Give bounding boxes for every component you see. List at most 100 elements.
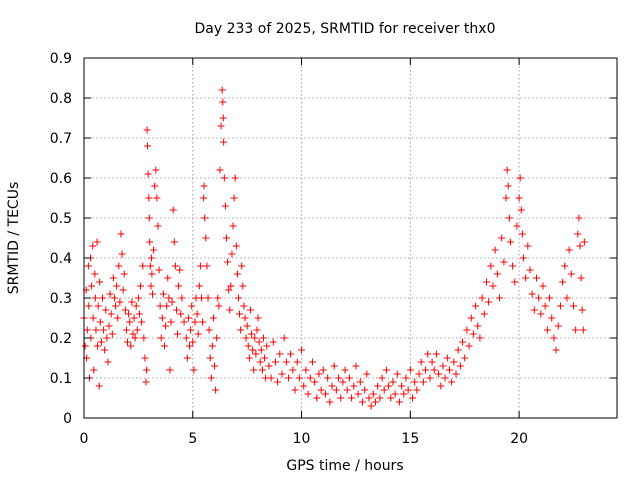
data-point [143,366,151,374]
data-point [350,382,358,390]
data-point [226,306,234,314]
data-point [579,326,587,334]
data-point [216,166,224,174]
data-point [369,390,377,398]
data-point [100,326,108,334]
data-point [249,346,257,354]
data-point [117,230,125,238]
data-point [172,306,180,314]
data-point [200,194,208,202]
data-point [578,306,586,314]
data-point [265,362,273,370]
data-point [94,302,102,310]
data-point [530,306,538,314]
data-point [284,374,292,382]
data-point [116,298,124,306]
data-point [380,386,388,394]
data-point [509,262,517,270]
data-point [354,390,362,398]
data-point [575,214,583,222]
data-point [89,314,97,322]
data-point [200,182,208,190]
data-point [189,338,197,346]
data-point [127,342,135,350]
data-point [230,194,238,202]
data-point [554,322,562,330]
data-point [417,358,425,366]
data-point [113,282,121,290]
data-point [224,258,232,266]
data-point [130,314,138,322]
data-point [103,334,111,342]
data-point [174,330,182,338]
data-point [515,194,523,202]
data-point [162,322,170,330]
data-point [267,374,275,382]
y-tick-label: 0.2 [50,331,72,347]
data-point [365,394,373,402]
data-point [149,290,157,298]
data-point [358,398,366,406]
axis-ticks [83,57,617,419]
data-point [398,382,406,390]
data-point [121,306,129,314]
data-point [326,398,334,406]
data-point [187,326,195,334]
data-point [169,206,177,214]
data-point [177,310,185,318]
data-point [465,342,473,350]
data-point [413,386,421,394]
data-point [157,334,165,342]
data-point [146,238,154,246]
data-point [203,262,211,270]
data-point [328,382,336,390]
data-point [478,294,486,302]
data-point [450,358,458,366]
data-point [237,326,245,334]
data-point [513,222,521,230]
data-point [245,354,253,362]
data-point [145,194,153,202]
data-point [511,278,519,286]
data-point [195,282,203,290]
data-point [274,378,282,386]
data-point [89,242,97,250]
data-point [97,338,105,346]
data-point [155,266,163,274]
data-point [505,214,513,222]
data-point [236,310,244,318]
data-point [131,334,139,342]
data-point [142,378,150,386]
data-point [231,174,239,182]
data-point [569,302,577,310]
x-axis-label: GPS time / hours [286,458,403,474]
data-point [406,366,414,374]
data-point [158,314,166,322]
data-point [402,374,410,382]
data-point [430,366,438,374]
data-point [426,374,434,382]
data-point [463,326,471,334]
data-point [341,366,349,374]
data-point [577,274,585,282]
y-axis-label: SRMTID / TECUs [6,182,22,295]
data-point [119,286,127,294]
y-tick-label: 0.3 [50,291,72,307]
data-point [93,238,101,246]
data-point [91,294,99,302]
data-point [576,242,584,250]
data-point [518,230,526,238]
data-point [395,398,403,406]
data-point [232,242,240,250]
data-point [104,358,112,366]
data-point [238,262,246,270]
data-point [221,202,229,210]
data-point [219,114,227,122]
data-point [467,314,475,322]
data-point [480,310,488,318]
data-point [125,310,133,318]
data-point [441,374,449,382]
data-point [243,322,251,330]
data-point [439,362,447,370]
data-point [535,294,543,302]
